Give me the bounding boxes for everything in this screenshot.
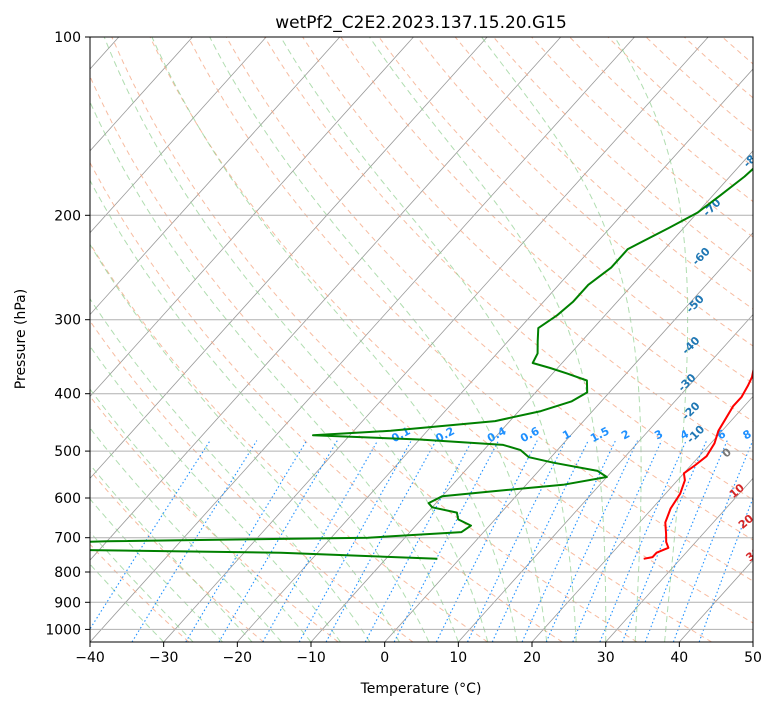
moist-adiabat-line: [369, 37, 607, 642]
isotherm-line: [384, 232, 753, 642]
mixing-ratio-line: [185, 440, 308, 642]
x-tick-label: 0: [380, 650, 389, 666]
x-tick-label: 10: [449, 650, 467, 666]
mixing-ratio-label: 10: [759, 425, 775, 444]
dry-adiabat-line: [187, 37, 753, 582]
mixing-ratio-line: [545, 440, 638, 642]
moist-adiabat-line: [90, 463, 253, 642]
isotherm-line: [237, 68, 753, 642]
plot-area: 010203040-100-90-80-70-60-50-40-30-20-10…: [89, 36, 775, 643]
x-tick-label: −40: [75, 650, 105, 666]
moist-adiabat-line: [90, 243, 400, 642]
y-tick-label: 1000: [45, 622, 81, 638]
moist-adiabat-line: [90, 427, 282, 642]
x-tick-label: 30: [597, 650, 615, 666]
moist-adiabat-line: [209, 37, 548, 642]
x-tick-label: −20: [223, 650, 253, 666]
y-tick-label: 100: [54, 30, 81, 46]
dry-adiabat-line: [416, 37, 753, 347]
y-tick-label: 300: [54, 313, 81, 329]
chart-title: wetPf2_C2E2.2023.137.15.20.G15: [275, 13, 567, 33]
isotherm-line: [90, 37, 341, 316]
mixing-ratio-line: [572, 440, 663, 642]
x-tick-label: −30: [149, 650, 179, 666]
isotherm-line: [90, 37, 488, 479]
moist-adiabat-line: [103, 37, 489, 642]
dry-adiabat-line: [90, 75, 638, 642]
dry-adiabat-line: [302, 37, 753, 461]
pressure-gridlines: [90, 37, 753, 630]
moist-adiabat-line: [90, 345, 341, 642]
dry-adiabat-line: [111, 37, 712, 642]
mixing-ratio-line: [90, 440, 211, 630]
y-tick-label: 900: [54, 595, 81, 611]
y-tick-label: 600: [54, 491, 81, 507]
x-axis: −40 −30 −20 −10 0 10 20 30 40 50: [75, 642, 762, 666]
moist-adiabat-line: [481, 37, 642, 642]
isotherm-line: [163, 37, 709, 642]
isotherm-line: [605, 477, 753, 642]
dry-adiabat-line: [90, 161, 563, 642]
dry-adiabat-line: [264, 37, 753, 501]
mixing-ratio-line: [599, 440, 687, 642]
moist-adiabat-line: [90, 297, 371, 642]
y-axis-label: Pressure (hPa): [13, 289, 29, 389]
isotherm-line: [90, 37, 193, 152]
y-tick-label: 700: [54, 531, 81, 547]
y-axis: 100 200 300 400 500 600 700 800 900 1000: [45, 30, 90, 638]
reference-lines: [90, 37, 775, 642]
dry-adiabat-label: 40: [764, 575, 775, 595]
moist-adiabat-line: [90, 388, 312, 642]
moist-adiabat-line: [614, 37, 689, 642]
dewpoint-profile-line: [90, 167, 753, 560]
dry-adiabat-line: [90, 469, 264, 642]
dry-adiabat-line: [90, 242, 488, 642]
sounding-profiles: [90, 167, 753, 560]
x-tick-label: −10: [296, 650, 326, 666]
x-tick-label: 20: [523, 650, 541, 666]
temperature-profile-line: [643, 367, 753, 560]
moist-adiabat-line: [280, 37, 577, 642]
dry-adiabat-line: [761, 37, 775, 642]
x-tick-label: 40: [670, 650, 688, 666]
y-tick-label: 400: [54, 387, 81, 403]
mixing-ratio-line: [262, 440, 379, 642]
mixing-ratio-line: [131, 440, 258, 642]
mixing-ratio-line: [218, 440, 338, 642]
isotherm-line: [458, 313, 753, 642]
plot-frame: [89, 36, 754, 643]
y-tick-label: 800: [54, 565, 81, 581]
x-axis-label: Temperature (°C): [360, 681, 482, 697]
isotherm-line: [90, 37, 414, 398]
mixing-ratio-line: [298, 440, 412, 642]
moist-adiabat-line: [90, 100, 459, 642]
x-tick-label: 50: [744, 650, 762, 666]
isotherm-line: [531, 395, 753, 642]
mixing-ratio-line: [325, 440, 437, 642]
moist-adiabat-line: [151, 37, 518, 642]
isotherm-line: [90, 37, 267, 234]
y-tick-label: 200: [54, 208, 81, 224]
mixing-ratio-line: [521, 440, 616, 642]
y-tick-label: 500: [54, 444, 81, 460]
mixing-ratio-line: [435, 440, 538, 642]
dry-adiabat-line: [225, 37, 753, 541]
dry-adiabat-label: 30: [743, 544, 763, 564]
isotherm-line: [752, 641, 753, 642]
